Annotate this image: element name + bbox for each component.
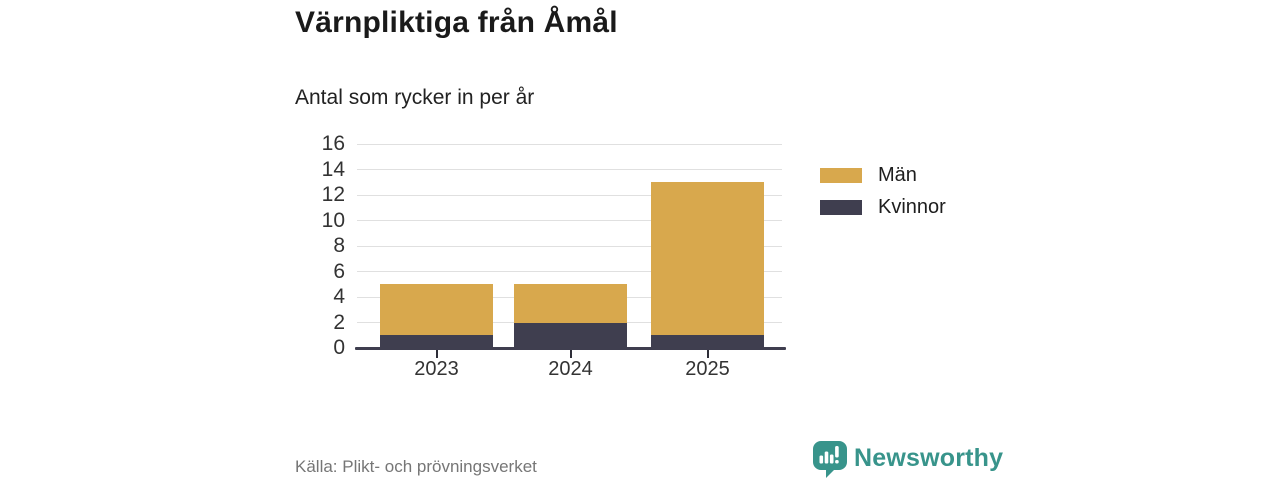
legend-swatch <box>820 199 862 215</box>
x-axis-tick <box>435 350 438 358</box>
page-title: Värnpliktiga från Åmål <box>295 6 618 39</box>
y-axis-tick-label: 8 <box>333 234 345 257</box>
x-axis-tick <box>569 350 572 358</box>
source-note: Källa: Plikt- och prövningsverket <box>295 457 537 476</box>
y-gridline <box>357 194 782 196</box>
x-axis-line <box>355 347 786 350</box>
bar-2025-kvinnor <box>651 335 764 348</box>
newsworthy-wordmark: Newsworthy <box>854 444 1004 472</box>
y-axis-tick-label: 12 <box>321 183 345 206</box>
y-axis-tick-label: 2 <box>333 310 345 334</box>
legend-item-kvinnor: Kvinnor <box>820 192 946 222</box>
bar-2023-kvinnor <box>380 335 493 348</box>
legend-item-män: Män <box>820 160 946 190</box>
bar-2024-män <box>514 284 627 323</box>
legend-label: Kvinnor <box>878 196 946 218</box>
y-gridline <box>357 245 782 247</box>
y-axis-tick-label: 16 <box>321 132 345 155</box>
y-gridline <box>357 143 782 145</box>
x-axis-tick-label: 2025 <box>685 358 730 380</box>
y-axis-tick-label: 10 <box>321 208 345 232</box>
y-axis-tick-label: 0 <box>333 336 345 359</box>
chart-subtitle: Antal som rycker in per år <box>295 86 535 109</box>
legend-label: Män <box>878 164 917 186</box>
y-gridline <box>357 220 782 221</box>
bar-2025-män <box>651 182 764 336</box>
chart-legend: Män Kvinnor <box>820 160 946 224</box>
legend-swatch <box>820 167 862 183</box>
y-axis-tick-label: 6 <box>333 259 345 283</box>
x-axis-tick-label: 2024 <box>548 358 593 380</box>
newsworthy-logo[interactable]: Newsworthy <box>813 441 1003 478</box>
bar-chart-speech-bubble-icon <box>813 441 847 478</box>
y-axis-tick-label: 4 <box>333 285 345 308</box>
x-axis-tick-label: 2023 <box>414 358 459 380</box>
bar-2023-män <box>380 284 493 336</box>
y-axis-tick-label: 14 <box>321 157 345 181</box>
y-gridline <box>357 271 782 272</box>
bar-2024-kvinnor <box>514 322 627 348</box>
x-axis-tick <box>706 350 709 358</box>
y-gridline <box>357 169 782 170</box>
